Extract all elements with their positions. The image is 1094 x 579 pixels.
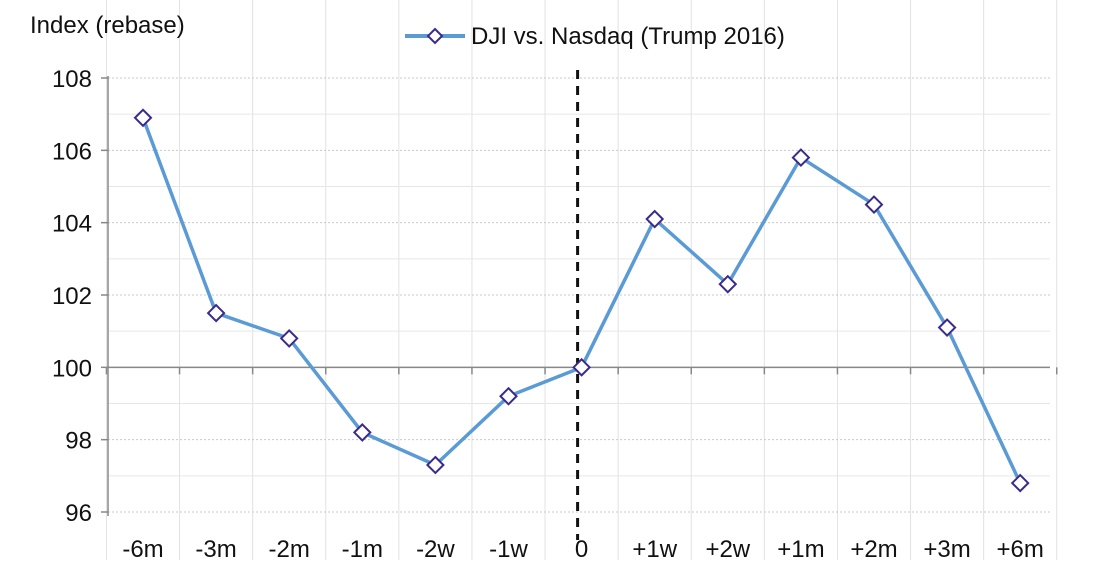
y-tick-label: 108 <box>52 66 92 93</box>
y-tick-label: 98 <box>65 428 92 455</box>
x-tick-label: 0 <box>575 536 588 563</box>
x-tick-label: +2w <box>705 536 750 563</box>
data-point-marker <box>572 357 592 377</box>
x-tick-label: -2m <box>269 536 310 563</box>
x-tick-label: -1m <box>342 536 383 563</box>
tick-label-layer: 96 98 100 102 104 106 108 -6m -3m -2m -1m -2w -1w 0 +1… <box>52 66 1044 563</box>
data-point-marker <box>499 386 518 406</box>
x-tick-label: +1w <box>632 536 677 563</box>
x-tick-label: +3m <box>923 536 970 563</box>
data-point-marker <box>1010 473 1030 493</box>
series-line <box>141 117 1022 484</box>
legend: DJI vs. Nasdaq (Trump 2016) <box>405 23 785 50</box>
x-tick-label: -2w <box>416 536 455 563</box>
data-point-marker <box>864 195 884 214</box>
legend-diamond-marker <box>426 27 444 45</box>
y-tick-label: 106 <box>52 138 92 165</box>
x-tick-label: +1m <box>777 536 824 563</box>
x-tick-label: -3m <box>195 536 236 563</box>
data-point-marker <box>425 455 445 475</box>
y-axis-title: Index (rebase) <box>30 12 185 39</box>
series-layer <box>133 108 1030 493</box>
y-tick-label: 102 <box>52 283 92 310</box>
x-tick-label: -1w <box>489 536 528 563</box>
data-point-marker <box>206 303 226 323</box>
legend-label: DJI vs. Nasdaq (Trump 2016) <box>471 23 785 50</box>
x-tick-label: +2m <box>850 536 897 563</box>
y-tick-label: 96 <box>65 500 92 527</box>
x-tick-label: -6m <box>122 536 163 563</box>
data-point-marker <box>279 328 299 348</box>
x-tick-label: +6m <box>997 536 1044 563</box>
y-tick-label: 100 <box>52 355 92 382</box>
data-point-marker <box>352 423 372 442</box>
data-point-marker <box>937 318 957 337</box>
y-tick-label: 104 <box>52 211 92 238</box>
data-point-marker <box>791 148 811 167</box>
data-point-marker <box>645 209 665 229</box>
data-point-marker <box>133 108 153 128</box>
grid-layer <box>105 0 1058 560</box>
data-point-marker <box>718 274 738 294</box>
